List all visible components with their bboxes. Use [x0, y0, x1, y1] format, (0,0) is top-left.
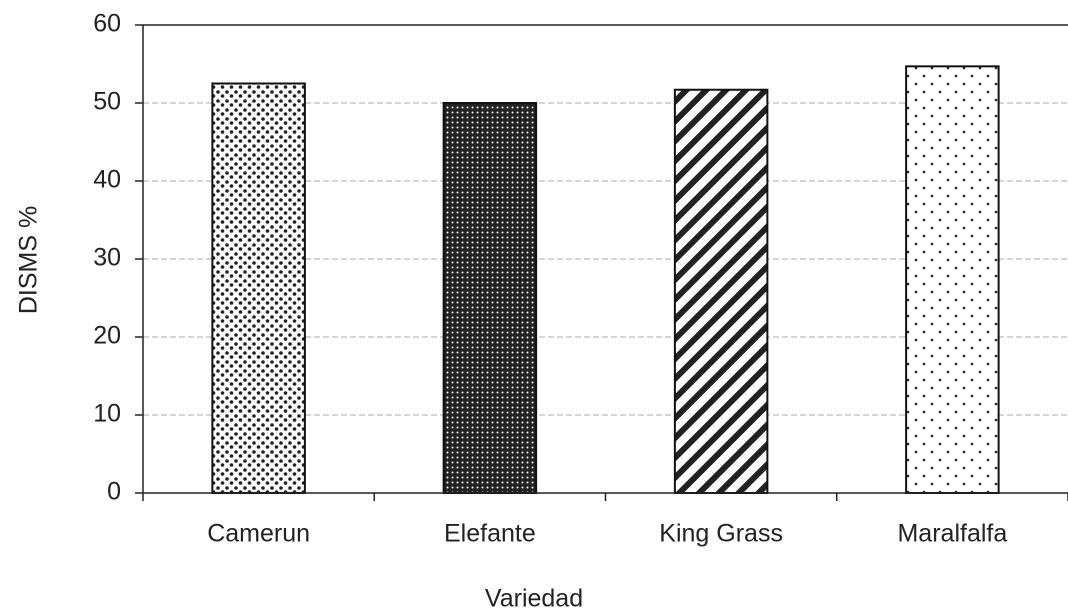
bar [673, 88, 769, 495]
y-tick-label: 0 [107, 478, 121, 506]
y-tick-label: 50 [93, 88, 121, 116]
bar [905, 65, 1000, 494]
y-tick-label: 20 [93, 322, 121, 350]
y-tick-label: 10 [93, 400, 121, 428]
x-tick-label: Elefante [444, 520, 536, 548]
x-axis-label: Variedad [485, 585, 583, 613]
x-tick-label: King Grass [659, 520, 783, 548]
x-tick-label: Maralfalfa [897, 520, 1007, 548]
bar [211, 82, 306, 494]
y-tick-label: 30 [93, 244, 121, 272]
bar [442, 102, 538, 494]
x-tick-label: Camerun [207, 520, 310, 548]
y-axis-label: DISMS % [15, 206, 43, 314]
y-tick-label: 40 [93, 166, 121, 194]
y-tick-label: 60 [93, 10, 121, 38]
